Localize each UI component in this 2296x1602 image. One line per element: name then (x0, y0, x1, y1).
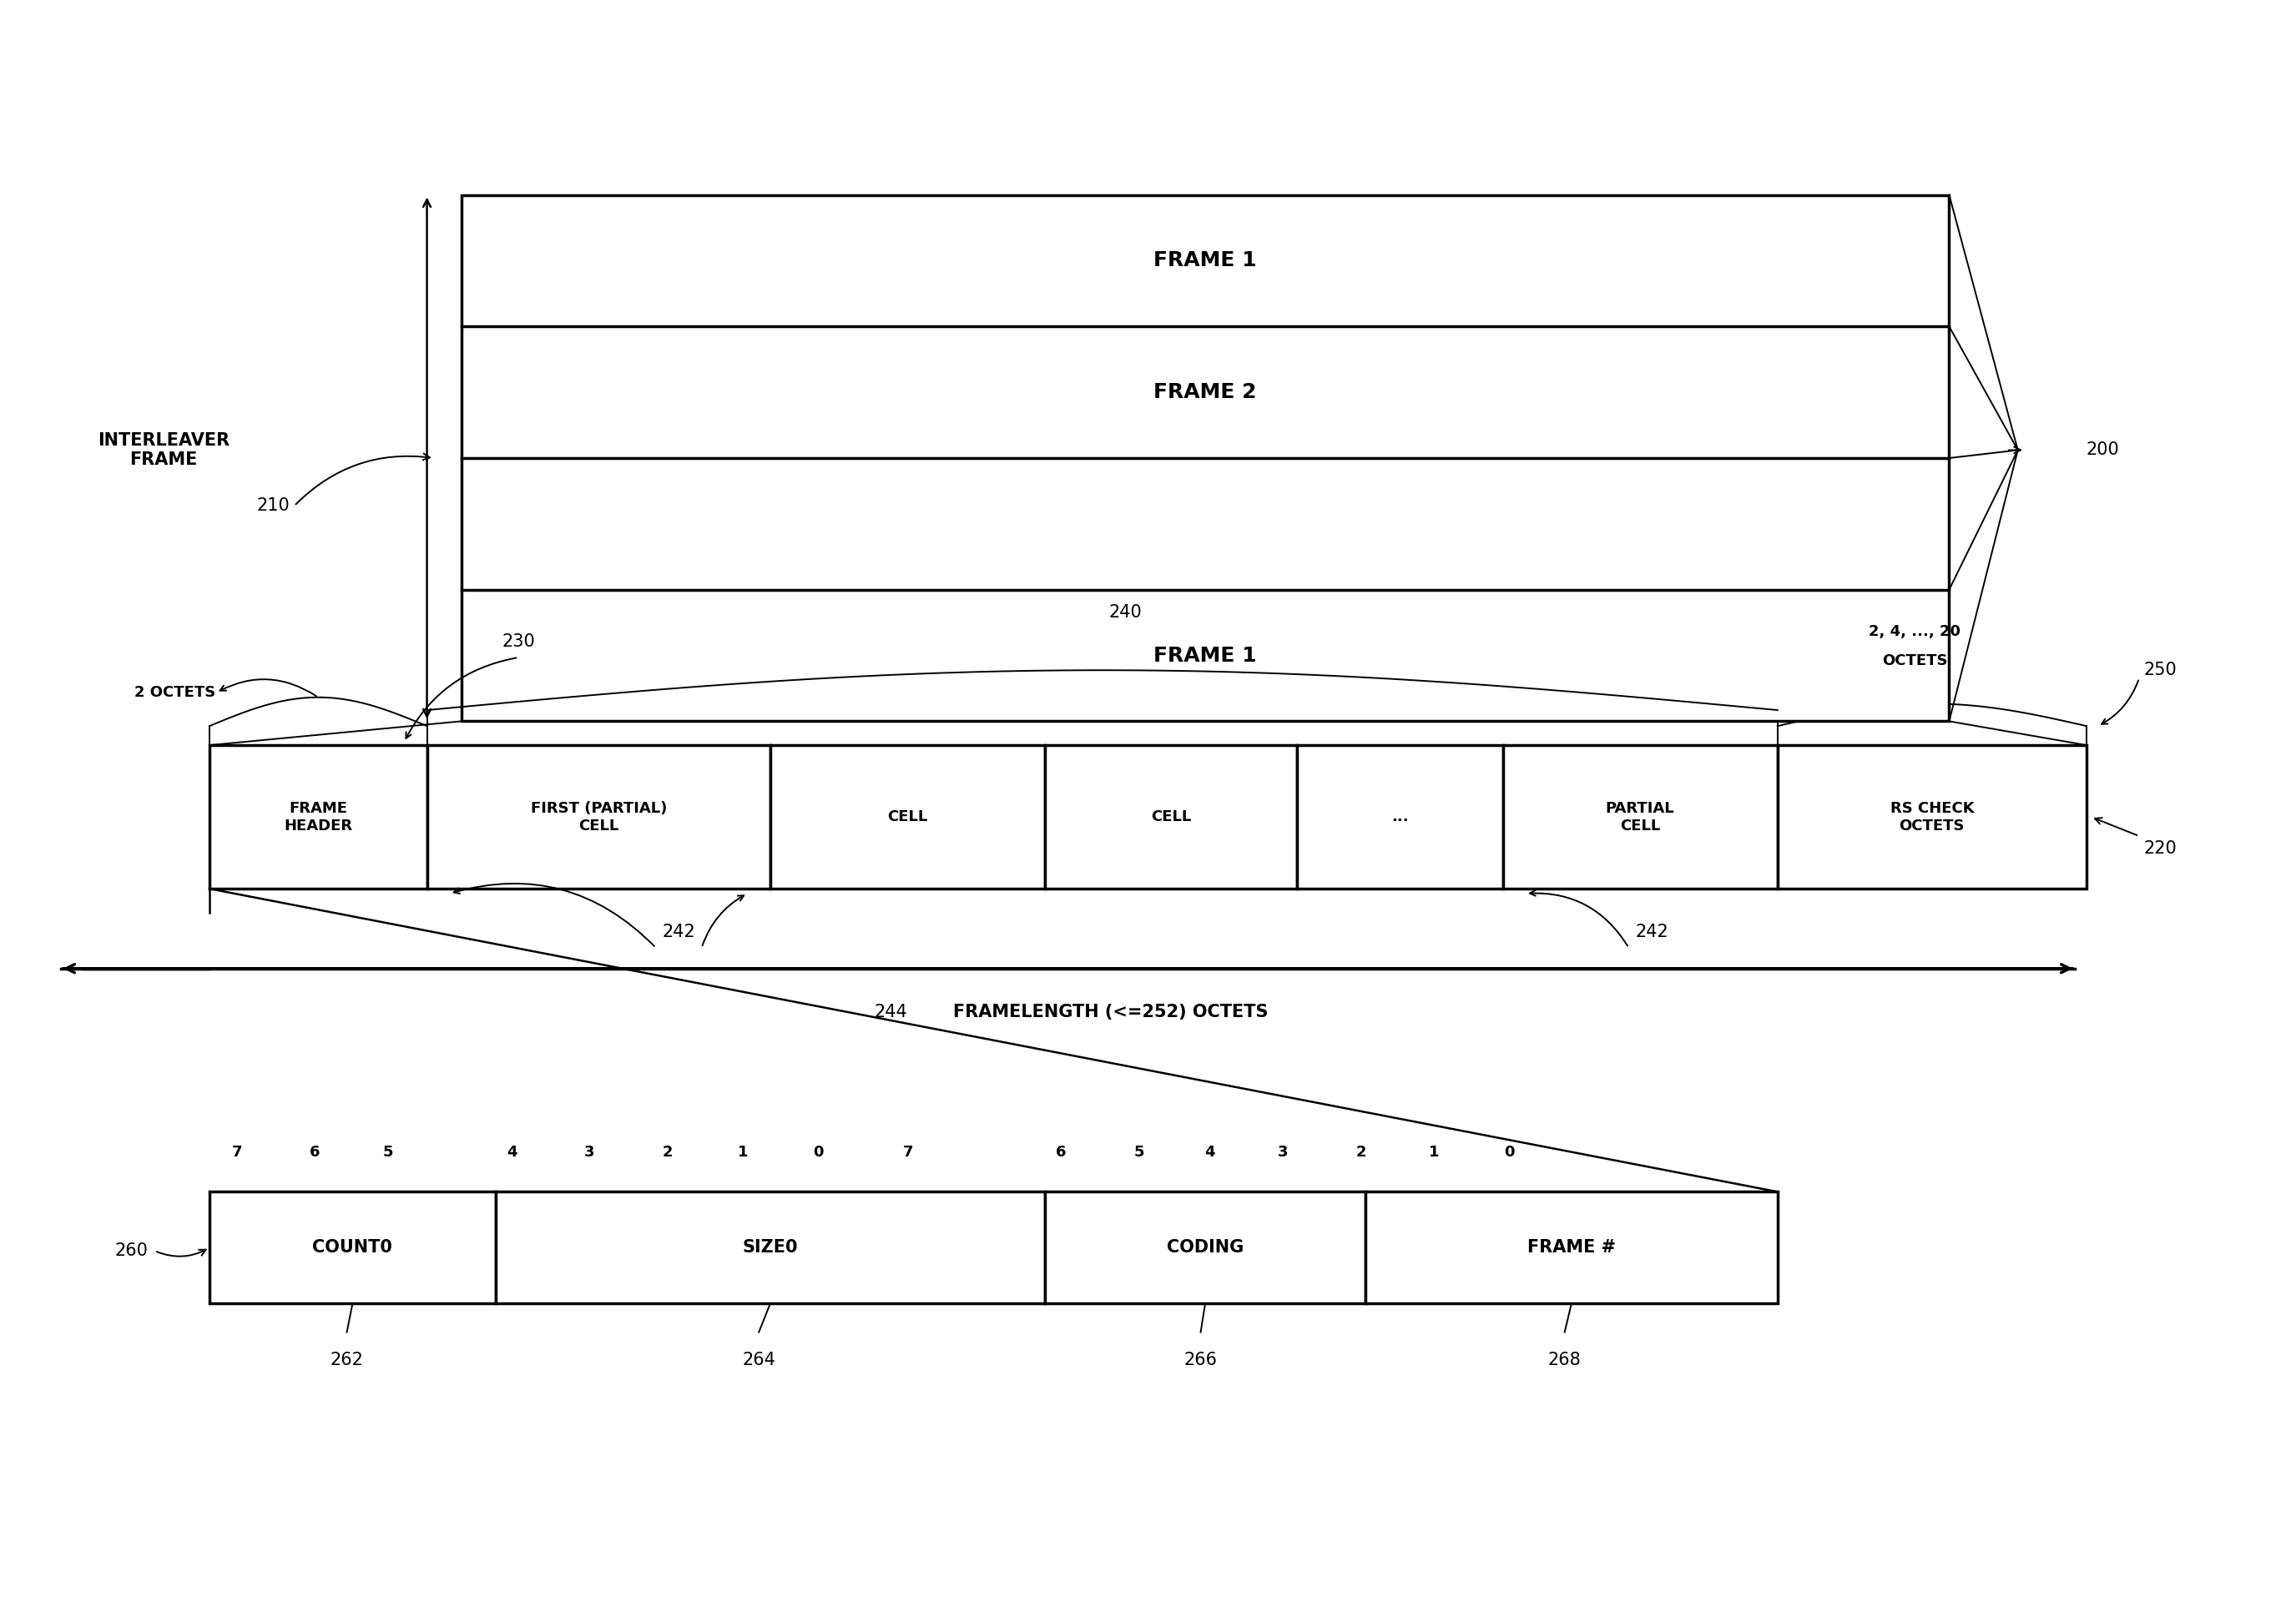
Text: FRAMELENGTH (<=252) OCTETS: FRAMELENGTH (<=252) OCTETS (953, 1003, 1267, 1020)
Text: 268: 268 (1548, 1352, 1582, 1368)
Bar (1504, 745, 1777, 889)
Bar (1045, 745, 1297, 889)
Bar (496, 1192, 1045, 1304)
Bar (209, 745, 427, 889)
Text: 7: 7 (232, 1144, 241, 1160)
Text: 6: 6 (1056, 1144, 1065, 1160)
Text: 3: 3 (583, 1144, 595, 1160)
Bar (1045, 1192, 1366, 1304)
Text: 242: 242 (1635, 923, 1669, 940)
Text: 4: 4 (1205, 1144, 1215, 1160)
Text: 264: 264 (742, 1352, 776, 1368)
Text: 2, 4, ..., 20: 2, 4, ..., 20 (1869, 625, 1961, 639)
Bar (1366, 1192, 1777, 1304)
Text: RS CHECK
OCTETS: RS CHECK OCTETS (1890, 801, 1975, 833)
Text: 2: 2 (661, 1144, 673, 1160)
Text: FRAME 1: FRAME 1 (1153, 250, 1256, 271)
Text: 4: 4 (507, 1144, 517, 1160)
Text: OCTETS: OCTETS (1883, 654, 1947, 668)
Text: 242: 242 (661, 923, 696, 940)
Text: 5: 5 (1134, 1144, 1143, 1160)
Text: 0: 0 (813, 1144, 824, 1160)
Text: 262: 262 (331, 1352, 363, 1368)
Text: 1: 1 (737, 1144, 748, 1160)
Bar (461, 195, 1949, 721)
Text: 210: 210 (257, 498, 289, 514)
Text: 2: 2 (1355, 1144, 1366, 1160)
Text: INTERLEAVER
FRAME: INTERLEAVER FRAME (99, 433, 230, 468)
Text: 1: 1 (1428, 1144, 1440, 1160)
Text: 7: 7 (902, 1144, 914, 1160)
Bar (1777, 745, 2087, 889)
Bar (427, 745, 769, 889)
Text: 244: 244 (875, 1003, 907, 1020)
Text: FIRST (PARTIAL)
CELL: FIRST (PARTIAL) CELL (530, 801, 666, 833)
Text: 2 OCTETS: 2 OCTETS (135, 686, 216, 700)
Text: 250: 250 (2144, 662, 2177, 679)
Text: 230: 230 (503, 633, 535, 650)
Text: CODING: CODING (1166, 1240, 1244, 1256)
Bar (769, 745, 1045, 889)
Text: ...: ... (1391, 809, 1407, 825)
Text: 220: 220 (2144, 841, 2177, 857)
Text: PARTIAL
CELL: PARTIAL CELL (1605, 801, 1674, 833)
Text: FRAME #: FRAME # (1527, 1240, 1616, 1256)
Bar (209, 1192, 496, 1304)
Text: COUNT0: COUNT0 (312, 1240, 393, 1256)
Text: 240: 240 (1109, 604, 1141, 622)
Text: 6: 6 (310, 1144, 319, 1160)
Text: 3: 3 (1279, 1144, 1288, 1160)
Text: 266: 266 (1185, 1352, 1217, 1368)
Bar (1297, 745, 1504, 889)
Text: CELL: CELL (1150, 809, 1192, 825)
Text: 0: 0 (1504, 1144, 1515, 1160)
Text: 260: 260 (115, 1243, 147, 1259)
Text: FRAME 2: FRAME 2 (1153, 383, 1256, 402)
Text: CELL: CELL (889, 809, 928, 825)
Text: 200: 200 (2087, 442, 2119, 458)
Text: FRAME 1: FRAME 1 (1153, 646, 1256, 665)
Text: SIZE0: SIZE0 (742, 1240, 799, 1256)
Text: FRAME
HEADER: FRAME HEADER (285, 801, 354, 833)
Text: 5: 5 (383, 1144, 393, 1160)
